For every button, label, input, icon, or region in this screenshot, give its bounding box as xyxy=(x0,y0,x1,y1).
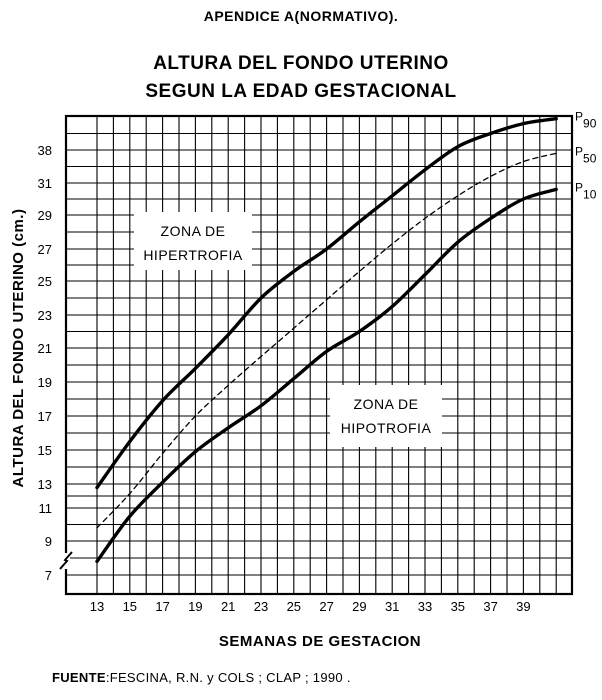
plot-frame xyxy=(64,114,574,596)
y-tick-label: 29 xyxy=(38,208,52,223)
y-tick-label: 9 xyxy=(45,534,52,549)
x-tick-label: 31 xyxy=(385,599,399,614)
axis-break-mark xyxy=(59,551,73,570)
x-tick-label: 33 xyxy=(418,599,432,614)
y-tick-label: 23 xyxy=(38,308,52,323)
x-tick-label: 35 xyxy=(451,599,465,614)
x-tick-label: 21 xyxy=(221,599,235,614)
source-text: :FESCINA, R.N. y COLS ; CLAP ; 1990 . xyxy=(105,670,351,685)
x-tick-label: 15 xyxy=(123,599,137,614)
y-tick-label: 21 xyxy=(38,341,52,356)
series-label-p10: P10 xyxy=(575,180,597,201)
y-tick-label: 27 xyxy=(38,242,52,257)
x-axis-title: SEMANAS DE GESTACION xyxy=(219,633,421,650)
y-tick-label: 19 xyxy=(38,375,52,390)
series-label-p90: P90 xyxy=(575,110,597,131)
x-tick-label: 23 xyxy=(254,599,268,614)
y-tick-label: 7 xyxy=(45,568,52,583)
y-tick-label: 15 xyxy=(38,443,52,458)
series-line-p90 xyxy=(95,117,558,490)
series-line-p10 xyxy=(95,187,558,564)
y-tick-label: 38 xyxy=(38,143,52,158)
source-note: FUENTE:FESCINA, R.N. y COLS ; CLAP ; 199… xyxy=(52,670,351,685)
chart-title-line-2: SEGUN LA EDAD GESTACIONAL xyxy=(145,81,457,102)
zone-label-line-1: ZONA DE xyxy=(161,223,226,239)
x-tick-label: 27 xyxy=(319,599,333,614)
x-tick-label: 17 xyxy=(155,599,169,614)
y-tick-label: 31 xyxy=(38,176,52,191)
x-tick-label: 29 xyxy=(352,599,366,614)
x-tick-label: 25 xyxy=(287,599,301,614)
zone-label-line-1: ZONA DE xyxy=(354,396,419,412)
x-tick-label: 19 xyxy=(188,599,202,614)
x-tick-label: 39 xyxy=(516,599,530,614)
growth-chart: 7 9 11 13 15 17 19 21 23 25 27 29 31 38 13 15 17 19 21 23 25… xyxy=(10,110,597,650)
x-tick-label: 37 xyxy=(483,599,497,614)
y-tick-label: 13 xyxy=(38,477,52,492)
zone-label-line-2: HIPOTROFIA xyxy=(341,420,432,436)
y-tick-label: 25 xyxy=(38,274,52,289)
zone-label-background xyxy=(134,212,252,270)
series-label-p50: P50 xyxy=(575,144,597,165)
zone-label-line-2: HIPERTROFIA xyxy=(143,247,243,263)
y-tick-label: 11 xyxy=(39,501,53,516)
chart-title: ALTURA DEL FONDO UTERINO SEGUN LA EDAD G… xyxy=(0,50,602,106)
x-tick-label: 13 xyxy=(90,599,104,614)
y-axis-title: ALTURA DEL FONDO UTERINO (cm.) xyxy=(10,209,27,488)
appendix-heading: APENDICE A(NORMATIVO). xyxy=(203,8,399,24)
y-tick-label: 17 xyxy=(38,409,52,424)
chart-title-line-1: ALTURA DEL FONDO UTERINO xyxy=(153,53,449,74)
source-label: FUENTE xyxy=(52,670,106,685)
zone-label-background xyxy=(330,385,442,447)
series-line-p50 xyxy=(96,152,557,529)
